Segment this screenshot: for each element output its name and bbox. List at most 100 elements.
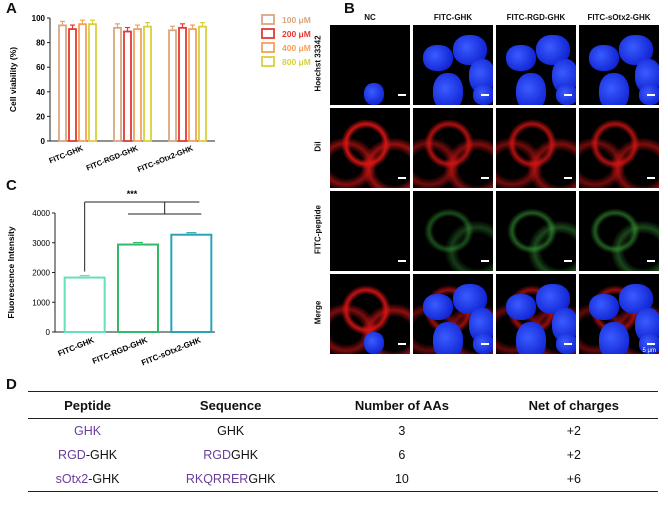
- fluorescence-intensity-chart: 0 1000 2000 3000 4000 Fluorescence Intensity F…: [6, 189, 215, 368]
- scale-bar-label: 5 μm: [642, 348, 656, 354]
- panel-label-b: B: [344, 0, 355, 17]
- y-tick-label: 2000: [32, 269, 50, 278]
- bar: [178, 26, 187, 142]
- micrograph-tile: [413, 108, 493, 188]
- bar: [88, 23, 97, 142]
- x-tick-label: FITC-RGD-GHK: [85, 143, 140, 172]
- net-charge: +2: [566, 424, 581, 438]
- legend-swatch: [261, 14, 275, 25]
- scale-bar: [481, 177, 489, 179]
- micrograph-tile: [413, 274, 493, 354]
- y-tick-label: 40: [36, 88, 45, 97]
- y-tick-label: 60: [36, 63, 45, 72]
- y-tick-label: 0: [46, 328, 51, 337]
- legend-label: 200 μM: [282, 29, 311, 39]
- x-tick-label: FITC-sOtx2-GHK: [136, 143, 195, 174]
- micrograph-tile: [330, 274, 410, 354]
- legend-label: 400 μM: [282, 43, 311, 53]
- header-net-charges: Net of charges: [489, 391, 658, 419]
- y-tick-label: 3000: [32, 239, 50, 248]
- aa-count: 10: [314, 467, 490, 492]
- bar: [143, 25, 152, 142]
- bar: [198, 25, 207, 142]
- legend-label: 800 μM: [282, 57, 311, 67]
- micrograph-tile: [413, 25, 493, 105]
- panel-label-d: D: [6, 376, 17, 393]
- x-tick-label: FITC-GHK: [57, 335, 96, 358]
- micrograph-tile: [496, 25, 576, 105]
- scale-bar: [398, 177, 406, 179]
- table-row: RGD-GHK RGDGHK 6 +2: [28, 443, 658, 467]
- micrograph-tile: [496, 274, 576, 354]
- scale-bar: [647, 177, 655, 179]
- legend-swatch: [261, 42, 275, 53]
- scale-bar: [398, 343, 406, 345]
- sequence: GHK: [230, 448, 259, 462]
- scale-bar: [398, 94, 406, 96]
- peptide-name: GHK: [74, 424, 102, 438]
- scale-bar: [564, 94, 572, 96]
- peptide-name: sOtx2: [55, 472, 89, 486]
- legend-label: 100 μM: [282, 15, 311, 25]
- bar: [170, 233, 213, 333]
- scale-bar: [647, 343, 655, 345]
- y-tick-label: 0: [41, 137, 46, 146]
- micrograph-tile: [496, 108, 576, 188]
- x-tick-label: FITC-sOtx2-GHK: [140, 335, 202, 367]
- bar: [63, 276, 106, 334]
- bar: [78, 23, 87, 142]
- micrograph-tile: [330, 25, 410, 105]
- row-label: Dil: [313, 141, 323, 152]
- aa-count: 3: [398, 424, 406, 438]
- micrograph-tile: [579, 25, 659, 105]
- peptide-name: RGD: [58, 448, 86, 462]
- y-tick-label: 80: [36, 39, 45, 48]
- peptide-table: Peptide Sequence Number of AAs Net of ch…: [28, 391, 658, 492]
- aa-count: 6: [398, 448, 406, 462]
- micrograph-tile: [413, 191, 493, 271]
- panel-label-c: C: [6, 177, 17, 194]
- bar: [117, 243, 159, 333]
- scale-bar: [564, 260, 572, 262]
- y-tick-label: 100: [32, 14, 46, 23]
- legend-swatch: [261, 56, 275, 67]
- panel-label-a: A: [6, 0, 17, 17]
- bar: [133, 28, 142, 142]
- scale-bar: [647, 260, 655, 262]
- scale-bar: [647, 94, 655, 96]
- scale-bar: [481, 343, 489, 345]
- bar: [58, 24, 67, 142]
- scale-bar: [481, 260, 489, 262]
- row-label: Hoechst 33342: [313, 35, 323, 92]
- y-tick-label: 4000: [32, 209, 50, 218]
- bar: [188, 28, 197, 142]
- row-label: Merge: [313, 300, 323, 325]
- column-label: FITC-RGD-GHK: [506, 13, 566, 22]
- bar: [168, 29, 177, 142]
- table-row: sOtx2-GHK RKQRRERGHK 10 +6: [28, 467, 658, 492]
- table-row: GHK GHK 3 +2: [28, 419, 658, 444]
- header-number-aas: Number of AAs: [314, 391, 490, 419]
- sequence: GHK: [248, 472, 276, 486]
- row-label: FITC-peptide: [313, 205, 323, 254]
- y-tick-label: 1000: [32, 298, 50, 307]
- bar: [113, 26, 122, 142]
- header-sequence: Sequence: [147, 391, 315, 419]
- scale-bar: [564, 177, 572, 179]
- bar: [123, 30, 132, 142]
- micrograph-tile: [330, 191, 410, 271]
- micrograph-tile: 5 μm: [579, 274, 659, 354]
- column-label: FITC-GHK: [433, 13, 473, 22]
- y-tick-label: 20: [36, 112, 45, 121]
- scale-bar: [564, 343, 572, 345]
- legend-swatch: [261, 28, 275, 39]
- sequence: GHK: [217, 424, 245, 438]
- net-charge: +6: [489, 467, 658, 492]
- bar: [68, 28, 77, 142]
- significance-label: ***: [127, 189, 138, 199]
- y-axis-label: Cell viability (%): [8, 47, 18, 112]
- micrograph-tile: [579, 108, 659, 188]
- micrograph-tile: [579, 191, 659, 271]
- micrograph-tile: [496, 191, 576, 271]
